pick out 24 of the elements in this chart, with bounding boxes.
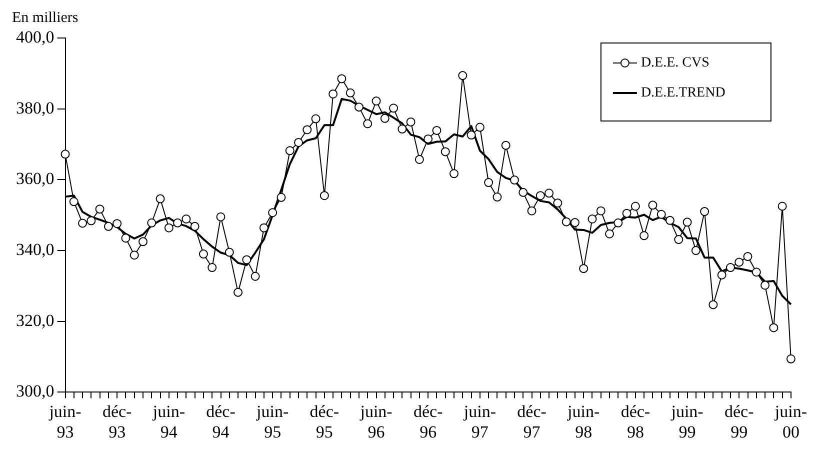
x-tick-label: juin-00 xyxy=(774,402,808,442)
x-tick-label: déc-95 xyxy=(310,402,340,442)
x-tick-label: juin-96 xyxy=(359,402,393,442)
legend-label: D.E.E.TREND xyxy=(640,86,726,101)
x-tick-label: juin-94 xyxy=(152,402,186,442)
y-axis-title: En milliers xyxy=(12,10,78,27)
x-tick-label: déc-96 xyxy=(413,402,444,442)
x-tick-label: juin-99 xyxy=(670,402,704,442)
x-tick-label: juin-97 xyxy=(462,402,496,442)
x-tick-label: juin-95 xyxy=(256,402,289,442)
x-tick-label: déc-99 xyxy=(724,402,754,442)
x-tick-label: déc-94 xyxy=(206,402,236,442)
x-tick-label: déc-93 xyxy=(102,402,132,442)
y-tick-label: 300,0 xyxy=(16,382,54,401)
y-tick-label: 400,0 xyxy=(16,27,54,46)
y-tick-label: 340,0 xyxy=(16,240,54,259)
x-tick-label: juin-98 xyxy=(566,402,600,442)
x-tick-label: déc-98 xyxy=(620,402,650,442)
y-tick-label: 380,0 xyxy=(16,98,54,118)
legend-label: D.E.E. CVS xyxy=(640,56,710,71)
x-tick-label: juin-93 xyxy=(48,402,82,442)
y-tick-label: 360,0 xyxy=(16,169,54,188)
x-tick-label: déc-97 xyxy=(517,402,547,442)
y-tick-label: 320,0 xyxy=(16,310,54,330)
